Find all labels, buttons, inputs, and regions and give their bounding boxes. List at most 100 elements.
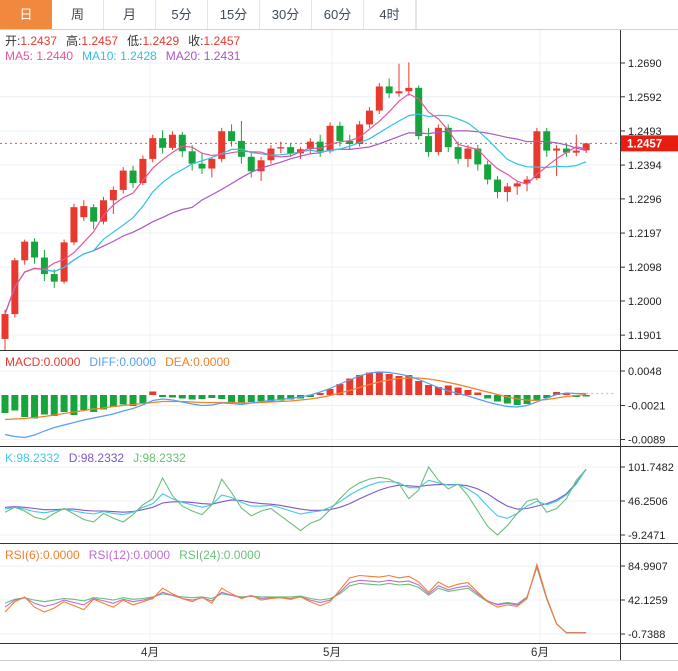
candle-body: [159, 138, 167, 148]
candle-body: [464, 148, 472, 159]
macd-bar: [434, 387, 442, 395]
rsi-rsi6-line: [4, 562, 587, 634]
macd-bar: [326, 389, 334, 395]
tab-30min[interactable]: 30分: [260, 0, 312, 29]
candle-body: [474, 148, 482, 165]
candle-body: [494, 179, 501, 192]
candle-body: [287, 147, 295, 154]
tick-label: -0.0089: [628, 435, 665, 447]
candle-body: [70, 207, 78, 243]
tick-label: 1.2394: [628, 160, 662, 172]
candle-body: [31, 241, 39, 258]
macd-bar: [316, 393, 324, 395]
current-price-badge: 1.2457: [621, 135, 678, 152]
candle-body: [513, 183, 521, 187]
macd-bar: [444, 385, 452, 395]
candle-body: [257, 160, 265, 172]
tick-label: 46.2506: [628, 496, 668, 508]
dea-line: [4, 377, 587, 421]
macd-bar: [346, 378, 354, 395]
macd-bar: [257, 395, 265, 401]
candle-body: [119, 170, 127, 190]
candle-body: [444, 127, 452, 148]
macd-bar: [543, 395, 551, 398]
candle-body: [434, 127, 442, 152]
tab-60min[interactable]: 60分: [312, 0, 364, 29]
candle-body: [80, 206, 88, 218]
badge-rect: [621, 135, 678, 152]
candles: [1, 62, 590, 350]
tab-15min[interactable]: 15分: [208, 0, 260, 29]
macd-bar: [415, 381, 423, 395]
macd-bar: [356, 375, 364, 395]
macd-bar: [218, 395, 226, 399]
tick-label: 0.0048: [628, 366, 662, 378]
macd-bar: [80, 395, 88, 410]
macd-bar: [336, 384, 344, 395]
candle-body: [277, 147, 285, 149]
tick-label: 1.2000: [628, 296, 662, 308]
candle-body: [454, 147, 462, 159]
tab-day[interactable]: 日: [0, 0, 52, 29]
tab-bar-filler: [416, 0, 678, 29]
macd-bar: [50, 395, 58, 416]
macd-bar: [21, 395, 29, 417]
macd-bar: [168, 395, 176, 398]
macd-bar: [375, 371, 383, 395]
candle-body: [1, 314, 9, 339]
tab-4hour[interactable]: 4时: [364, 0, 416, 29]
candle-body: [129, 170, 137, 184]
gridlines: [0, 30, 620, 643]
tick-label: 1.2690: [628, 58, 662, 70]
tick-label: 42.1259: [628, 595, 668, 607]
badge-text: 1.2457: [627, 138, 662, 150]
macd-bar: [562, 393, 570, 395]
candle-body: [533, 131, 541, 179]
candle-body: [306, 141, 314, 150]
macd-bar: [474, 392, 482, 395]
x-axis-month-label: 4月: [141, 647, 159, 659]
x-axis-month-label: 5月: [323, 647, 341, 659]
tick-label: 1.1901: [628, 330, 662, 342]
kdj-j-line: [4, 465, 587, 536]
candle-body: [385, 86, 393, 94]
macd-bar: [287, 395, 295, 400]
candle-body: [395, 91, 403, 94]
kdj-d-line: [4, 468, 587, 513]
macd-bar: [503, 395, 511, 404]
x-axis-month-label: 6月: [531, 647, 549, 659]
diff-line: [4, 371, 587, 439]
candle-body: [109, 189, 117, 201]
candle-body: [139, 158, 147, 184]
candle-body: [425, 136, 433, 152]
candle-body: [60, 242, 68, 282]
macd-bar: [139, 395, 147, 403]
candle-body: [40, 257, 48, 275]
tick-label: -9.2471: [628, 530, 665, 542]
macd-bar: [484, 395, 492, 399]
candle-body: [188, 151, 196, 164]
candle-body: [503, 186, 511, 192]
candle-body: [582, 143, 590, 151]
macd-bar: [464, 390, 472, 395]
macd-bar: [237, 395, 245, 403]
period-tab-bar: 日周月 5分 15分 30分 60分 4时: [0, 0, 678, 30]
candle-body: [356, 124, 364, 145]
macd-bar: [405, 375, 413, 395]
candle-body: [218, 131, 226, 159]
macd-bar: [129, 395, 137, 406]
macd-bar: [198, 395, 206, 399]
candle-body: [336, 125, 344, 141]
candle-body: [267, 148, 275, 161]
macd-bar: [60, 395, 68, 412]
macd-bar: [533, 395, 541, 401]
tab-week[interactable]: 周: [52, 0, 104, 29]
macd-bar: [553, 392, 561, 395]
candle-body: [326, 125, 334, 152]
tab-month[interactable]: 月: [104, 0, 156, 29]
tab-5min[interactable]: 5分: [156, 0, 208, 29]
macd-bar: [31, 395, 39, 419]
macd-bar: [1, 395, 9, 413]
